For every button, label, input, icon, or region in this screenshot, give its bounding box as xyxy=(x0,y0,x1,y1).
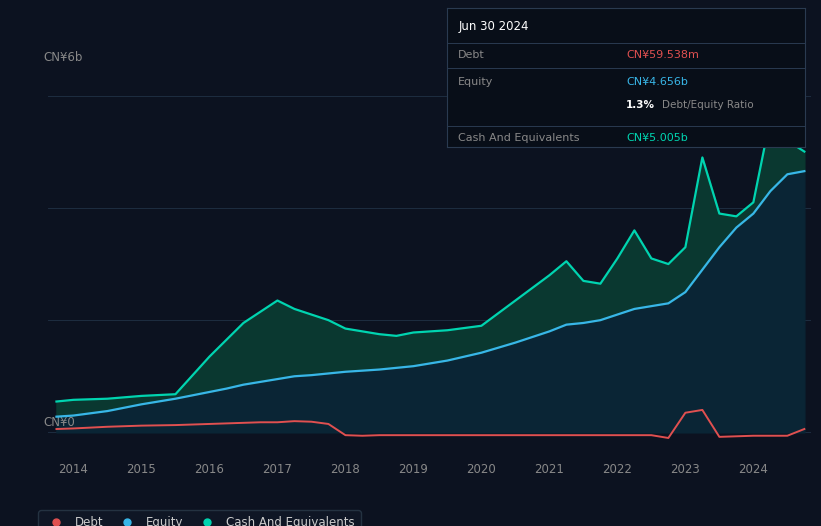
Text: Jun 30 2024: Jun 30 2024 xyxy=(458,21,529,34)
Text: Debt/Equity Ratio: Debt/Equity Ratio xyxy=(662,100,754,110)
Text: CN¥5.005b: CN¥5.005b xyxy=(626,133,688,143)
Legend: Debt, Equity, Cash And Equivalents: Debt, Equity, Cash And Equivalents xyxy=(39,510,360,526)
Text: Cash And Equivalents: Cash And Equivalents xyxy=(458,133,580,143)
Text: CN¥0: CN¥0 xyxy=(44,416,76,429)
Text: 1.3%: 1.3% xyxy=(626,100,655,110)
Text: Debt: Debt xyxy=(458,49,485,59)
Text: CN¥4.656b: CN¥4.656b xyxy=(626,77,688,87)
Text: Equity: Equity xyxy=(458,77,493,87)
Text: CN¥59.538m: CN¥59.538m xyxy=(626,49,699,59)
Text: CN¥6b: CN¥6b xyxy=(44,50,83,64)
